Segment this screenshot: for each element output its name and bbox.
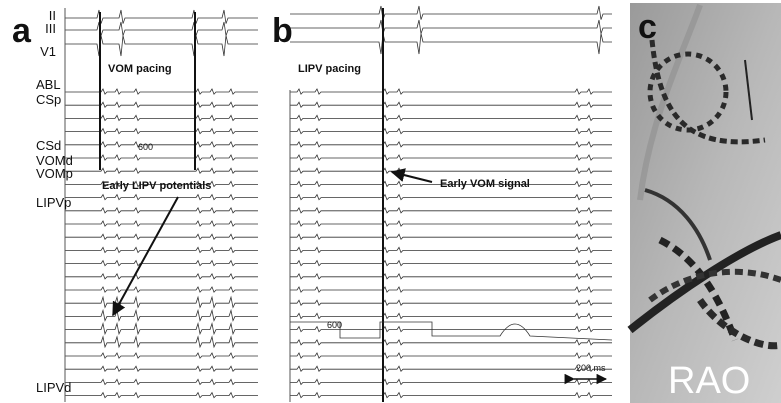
trace <box>290 140 612 148</box>
arrow <box>112 196 179 317</box>
trace <box>65 272 258 280</box>
trace <box>65 391 258 399</box>
trace <box>290 206 612 214</box>
trace <box>290 391 612 399</box>
trace <box>290 19 612 34</box>
trace <box>290 180 612 188</box>
cycle-length: 600 <box>138 142 153 152</box>
trace <box>65 308 258 322</box>
lead-label: II <box>49 8 56 23</box>
trace <box>65 259 258 267</box>
trace <box>65 352 258 359</box>
scale-bar-label: 200 ms <box>576 363 606 373</box>
trace <box>290 365 612 373</box>
trace <box>65 378 258 386</box>
trace <box>65 365 258 373</box>
cycle-length: 600 <box>327 320 342 330</box>
trace <box>65 206 258 214</box>
trace <box>290 5 612 20</box>
arrow <box>390 168 433 183</box>
trace <box>290 127 612 135</box>
trace <box>65 335 258 349</box>
trace <box>290 338 612 346</box>
panel-label: b <box>272 12 293 50</box>
trace <box>290 154 612 161</box>
trace <box>65 295 258 309</box>
electrogram-traces <box>64 5 613 402</box>
trace <box>65 246 258 254</box>
trace <box>290 272 612 280</box>
trace <box>65 180 258 188</box>
trace <box>65 193 258 201</box>
trace <box>290 167 612 175</box>
trace <box>290 312 612 320</box>
trace <box>290 220 612 227</box>
trace <box>290 259 612 267</box>
annotation: Early LIPV potentials <box>102 180 211 192</box>
lead-label: III <box>45 21 56 36</box>
fluoroscopy-image <box>627 3 781 403</box>
trace <box>290 286 612 293</box>
trace <box>290 299 612 307</box>
trace <box>65 322 258 336</box>
panel-label: a <box>12 12 32 50</box>
trace <box>290 352 612 359</box>
trace <box>290 378 612 386</box>
annotation: LIPV pacing <box>298 63 361 75</box>
lead-label: LIPVp <box>36 195 71 210</box>
trace <box>290 114 612 122</box>
trace <box>65 233 258 241</box>
lead-label: VOMd <box>36 153 73 168</box>
trace <box>65 140 258 148</box>
trace <box>65 114 258 122</box>
trace <box>65 88 258 95</box>
trace <box>290 321 613 341</box>
trace <box>290 325 612 333</box>
panel-label: c <box>638 8 657 46</box>
trace <box>290 88 612 95</box>
trace <box>65 127 258 135</box>
trace <box>65 286 258 293</box>
trace <box>290 233 612 241</box>
view-label: RAO <box>668 360 750 402</box>
trace <box>65 9 258 24</box>
trace <box>290 33 612 55</box>
lead-label: ABL <box>36 77 61 92</box>
lead-label: V1 <box>40 44 56 59</box>
annotation: VOM pacing <box>108 63 172 75</box>
trace <box>290 246 612 254</box>
lead-label: LIPVd <box>36 380 71 395</box>
trace <box>65 101 258 109</box>
lead-label: CSd <box>36 138 61 153</box>
lead-label: CSp <box>36 92 61 107</box>
trace <box>65 21 258 36</box>
trace <box>65 35 258 57</box>
trace <box>65 167 258 175</box>
trace <box>290 101 612 109</box>
trace <box>65 220 258 227</box>
annotation: Early VOM signal <box>440 178 530 190</box>
trace <box>290 193 612 201</box>
lead-label: VOMp <box>36 166 73 181</box>
trace <box>65 154 258 161</box>
